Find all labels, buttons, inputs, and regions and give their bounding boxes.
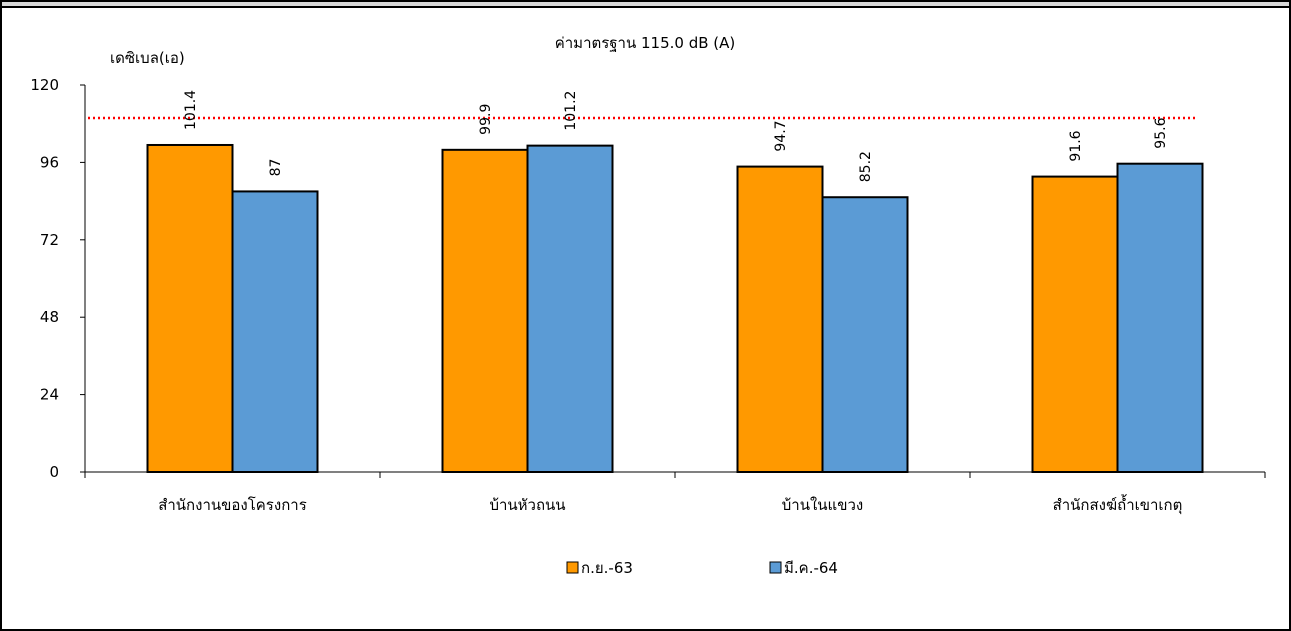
data-label: 91.6 xyxy=(1068,130,1084,161)
bar xyxy=(441,148,529,473)
legend-swatch xyxy=(769,561,782,574)
x-tick-label: บ้านหัวถนน xyxy=(489,496,565,514)
bar xyxy=(146,143,234,474)
header-band xyxy=(0,0,1291,8)
y-tick-label: 72 xyxy=(40,231,59,249)
x-tick-label: บ้านในแขวง xyxy=(782,496,863,514)
bar xyxy=(821,196,909,473)
bars xyxy=(146,143,1204,474)
y-tick-label: 24 xyxy=(40,386,59,404)
y-tick-label: 96 xyxy=(40,153,59,171)
y-axis-title: เดซิเบล(เอ) xyxy=(110,49,185,67)
data-label: 94.7 xyxy=(773,120,789,151)
x-tick-label: สำนักงานของโครงการ xyxy=(158,496,307,514)
y-tick-label: 48 xyxy=(40,308,59,326)
bar xyxy=(526,144,614,473)
data-label: 101.4 xyxy=(183,90,199,130)
y-tick-label: 0 xyxy=(49,463,59,481)
data-label: 95.6 xyxy=(1153,117,1169,148)
data-label: 101.2 xyxy=(563,91,579,131)
legend: ก.ย.-63 มี.ค.-64 xyxy=(566,559,838,577)
data-label: 99.9 xyxy=(478,104,494,135)
legend-label: ก.ย.-63 xyxy=(581,559,633,577)
data-label: 85.2 xyxy=(858,151,874,182)
data-label: 87 xyxy=(268,159,284,177)
chart-title: ค่ามาตรฐาน 115.0 dB (A) xyxy=(555,34,736,52)
bar xyxy=(736,165,824,473)
x-tick-label: สำนักสงฆ์ถ้ำเขาเกตุ xyxy=(1053,494,1183,515)
y-tick-label: 120 xyxy=(30,76,59,94)
bar xyxy=(1031,175,1119,473)
legend-swatch xyxy=(566,561,579,574)
axes: 0 24 48 72 96 120 สำนักงานของโครงการ บ้านหัวถนน… xyxy=(30,76,1266,515)
data-labels: 101.4 87 99.9 101.2 94.7 85.2 91.6 95.6 xyxy=(183,90,1169,182)
bar xyxy=(1116,162,1204,473)
legend-label: มี.ค.-64 xyxy=(784,559,838,577)
bar xyxy=(231,190,319,474)
